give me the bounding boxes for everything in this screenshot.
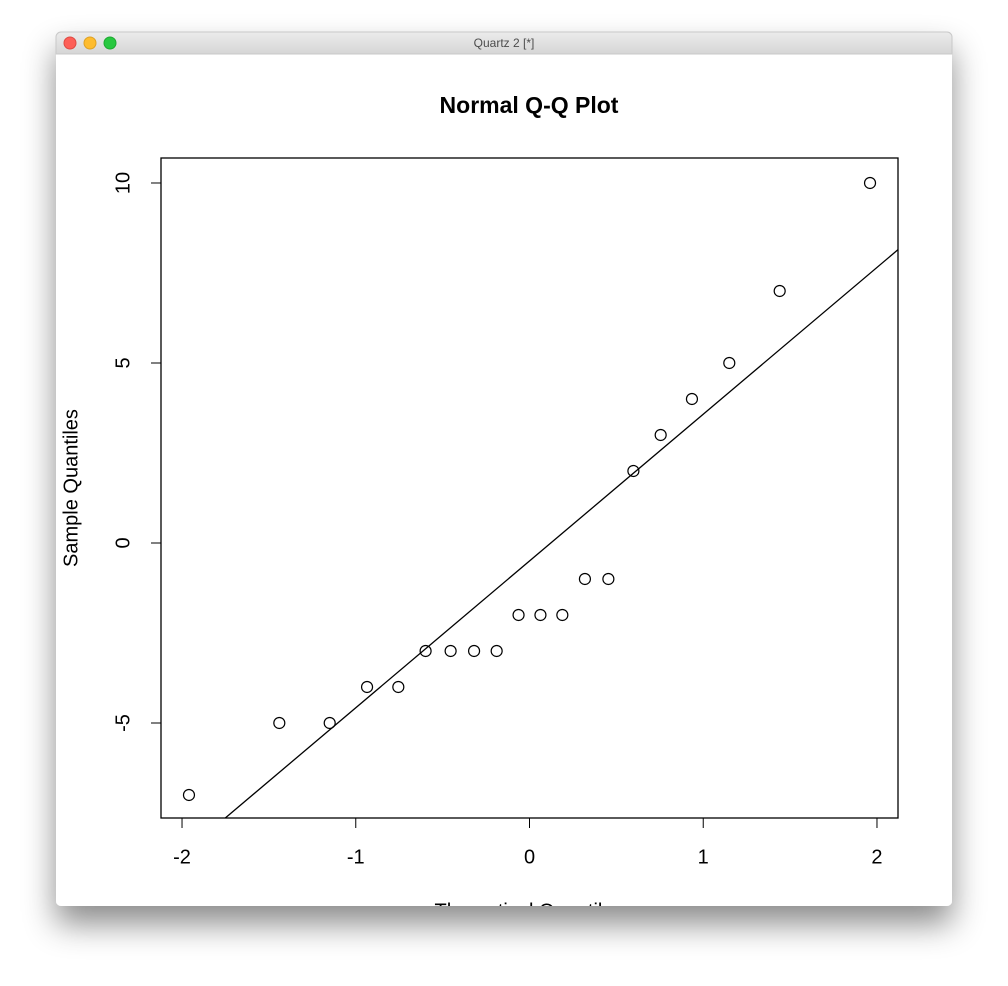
point bbox=[863, 176, 877, 190]
reference-line bbox=[224, 249, 899, 819]
point bbox=[602, 572, 615, 586]
point bbox=[273, 716, 286, 730]
point bbox=[323, 716, 336, 730]
window bbox=[56, 32, 952, 906]
point bbox=[556, 608, 569, 622]
point bbox=[467, 644, 481, 658]
x-tick-label: 0 bbox=[524, 846, 535, 868]
point bbox=[512, 608, 525, 622]
point bbox=[182, 788, 196, 802]
y-tick-label: -5 bbox=[112, 714, 134, 732]
y-tick-label: 5 bbox=[112, 357, 134, 368]
title-bar bbox=[55, 31, 953, 55]
y-tick-label: 10 bbox=[112, 172, 134, 194]
point bbox=[654, 428, 667, 442]
point bbox=[723, 356, 736, 370]
x-tick-label: -1 bbox=[347, 846, 365, 868]
point bbox=[419, 644, 432, 658]
x-tick-label: 1 bbox=[698, 846, 709, 868]
point bbox=[578, 572, 592, 586]
x-tick-label: -2 bbox=[173, 846, 191, 868]
minimize-button[interactable] bbox=[83, 36, 97, 50]
zoom-button[interactable] bbox=[103, 36, 117, 50]
point bbox=[360, 680, 374, 694]
plot-area: Normal Q-Q Plot Theoretical Quantiles Sa… bbox=[60, 92, 899, 922]
chart-title: Normal Q-Q Plot bbox=[440, 92, 619, 118]
point bbox=[534, 608, 547, 622]
point bbox=[444, 644, 457, 658]
point bbox=[685, 392, 699, 406]
y-tick-label: 0 bbox=[112, 537, 134, 548]
close-button[interactable] bbox=[63, 36, 77, 50]
x-axis-label: Theoretical Quantiles bbox=[435, 900, 624, 922]
window-title: Quartz 2 [*] bbox=[474, 36, 535, 50]
x-tick-label: 2 bbox=[871, 846, 882, 868]
point bbox=[490, 644, 503, 658]
point bbox=[773, 284, 786, 298]
point bbox=[627, 464, 640, 478]
point bbox=[392, 680, 405, 694]
y-axis-label: Sample Quantiles bbox=[60, 409, 82, 567]
